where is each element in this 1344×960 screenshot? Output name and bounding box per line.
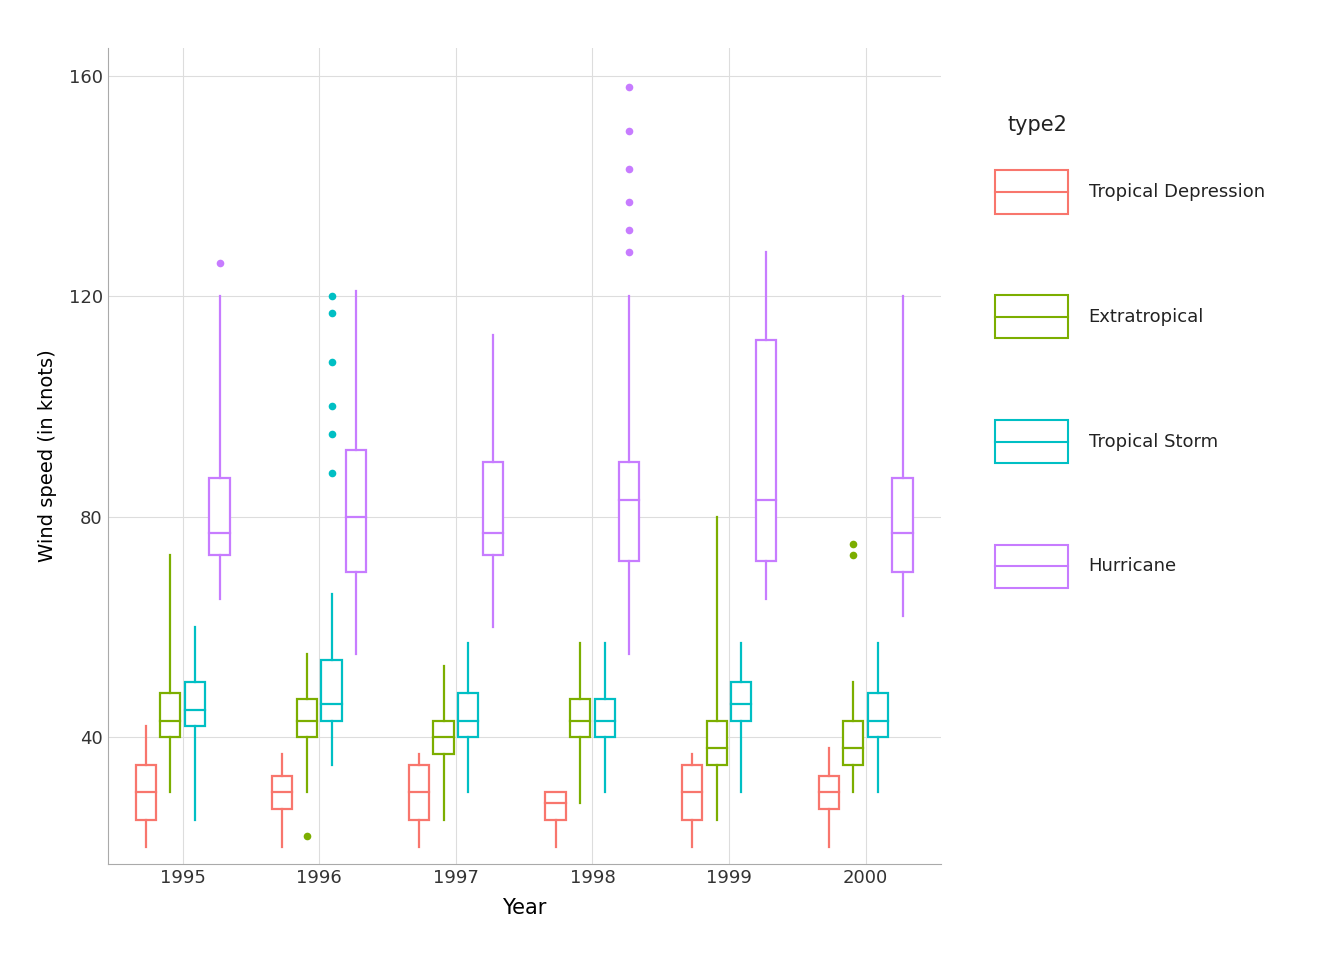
- Bar: [210, 478, 230, 555]
- Bar: [160, 693, 180, 737]
- Bar: [458, 693, 478, 737]
- Bar: [546, 792, 566, 820]
- Y-axis label: Wind speed (in knots): Wind speed (in knots): [39, 349, 58, 563]
- Bar: [136, 765, 156, 820]
- Bar: [594, 699, 614, 737]
- Bar: [683, 765, 703, 820]
- Bar: [755, 340, 775, 561]
- Bar: [482, 462, 503, 555]
- Bar: [185, 682, 206, 726]
- Bar: [273, 776, 293, 809]
- Bar: [620, 462, 640, 561]
- Text: Extratropical: Extratropical: [1089, 308, 1204, 325]
- Bar: [297, 699, 317, 737]
- Text: type2: type2: [1008, 115, 1068, 135]
- X-axis label: Year: Year: [501, 898, 547, 918]
- Text: Tropical Depression: Tropical Depression: [1089, 183, 1265, 201]
- Bar: [892, 478, 913, 572]
- Bar: [409, 765, 429, 820]
- Bar: [345, 450, 366, 572]
- Text: Tropical Storm: Tropical Storm: [1089, 433, 1218, 450]
- Text: Hurricane: Hurricane: [1089, 558, 1177, 575]
- Bar: [434, 721, 454, 754]
- Bar: [818, 776, 839, 809]
- Bar: [843, 721, 863, 765]
- Bar: [570, 699, 590, 737]
- Bar: [868, 693, 888, 737]
- Bar: [321, 660, 341, 721]
- Bar: [731, 682, 751, 721]
- Bar: [707, 721, 727, 765]
